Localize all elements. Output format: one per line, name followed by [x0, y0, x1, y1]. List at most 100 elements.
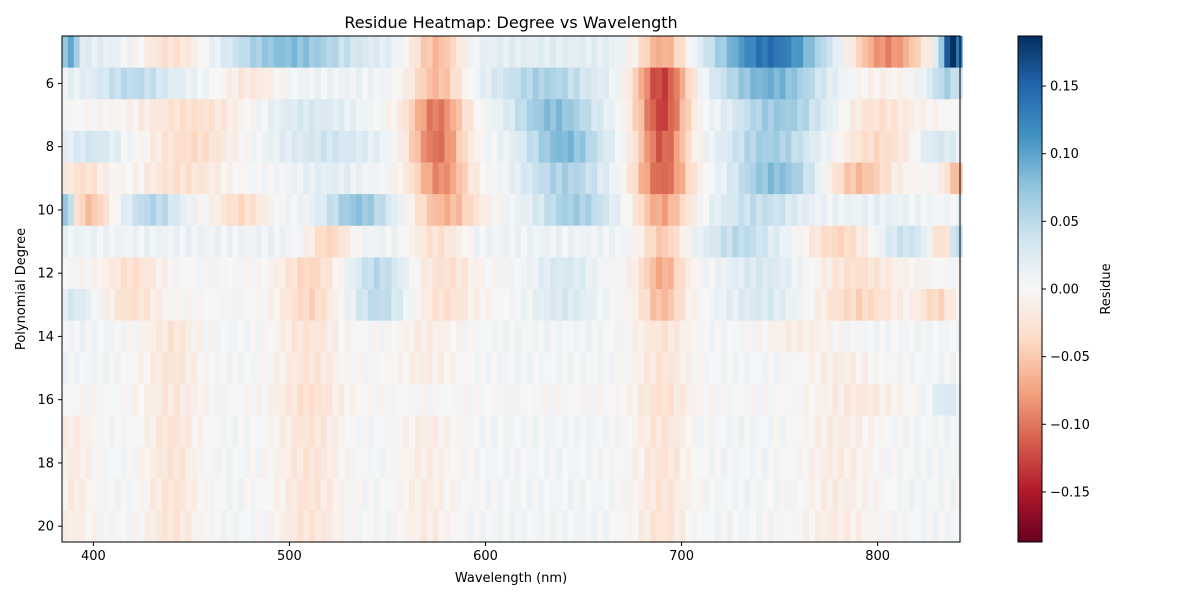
heatmap-cell — [91, 289, 98, 322]
heatmap-cell — [526, 510, 534, 543]
heatmap-cell — [603, 36, 610, 69]
heatmap-cell — [473, 225, 481, 258]
heatmap-cell — [838, 352, 845, 385]
heatmap-cell — [179, 162, 187, 195]
heatmap-cell — [438, 36, 445, 69]
heatmap-cell — [338, 225, 345, 258]
heatmap-cell — [303, 257, 310, 290]
heatmap-cell — [861, 194, 869, 227]
heatmap-cell — [814, 320, 822, 353]
heatmap-cell — [514, 162, 522, 195]
heatmap-cell — [756, 383, 763, 417]
heatmap-cell — [844, 478, 851, 511]
heatmap-cell — [879, 383, 887, 417]
heatmap-cell — [550, 162, 557, 195]
heatmap-cell — [456, 257, 463, 290]
heatmap-cell — [691, 415, 698, 448]
heatmap-cell — [503, 99, 510, 132]
heatmap-cell — [926, 478, 934, 511]
heatmap-cell — [432, 130, 440, 164]
heatmap-cell — [150, 447, 157, 480]
heatmap-cell — [203, 162, 210, 195]
heatmap-cell — [238, 225, 245, 258]
heatmap-cell — [867, 194, 875, 227]
heatmap-cell — [844, 162, 851, 195]
x-axis-ticks: 400 500 600 700 800 — [81, 542, 890, 564]
heatmap-cell — [173, 289, 181, 322]
heatmap-cell — [91, 352, 98, 385]
heatmap-cell — [703, 383, 710, 417]
heatmap-cell — [197, 36, 204, 69]
heatmap-cell — [750, 415, 757, 448]
heatmap-cell — [156, 67, 163, 100]
heatmap-cell — [179, 67, 187, 100]
heatmap-cell — [814, 99, 822, 132]
heatmap-cell — [256, 99, 263, 132]
heatmap-cell — [156, 415, 163, 448]
heatmap-cell — [91, 225, 98, 258]
heatmap-cell — [720, 99, 728, 132]
heatmap-cell — [779, 194, 787, 227]
heatmap-cell — [573, 257, 581, 290]
heatmap-cell — [62, 130, 69, 164]
heatmap-cell — [867, 162, 875, 195]
heatmap-cell — [197, 257, 204, 290]
heatmap-cell — [944, 447, 951, 480]
heatmap-cell — [79, 289, 87, 322]
heatmap-cell — [497, 289, 504, 322]
heatmap-cell — [326, 67, 334, 100]
heatmap-cell — [250, 447, 257, 480]
heatmap-cell — [379, 478, 387, 511]
heatmap-cell — [179, 320, 187, 353]
heatmap-cell — [62, 162, 69, 195]
heatmap-cell — [485, 415, 492, 448]
heatmap-cell — [479, 352, 487, 385]
heatmap-cell — [785, 162, 792, 195]
heatmap-cell — [567, 194, 575, 227]
heatmap-cell — [720, 130, 728, 164]
heatmap-cell — [326, 510, 334, 543]
heatmap-cell — [609, 320, 616, 353]
heatmap-cell — [150, 257, 157, 290]
heatmap-cell — [361, 257, 369, 290]
heatmap-cell — [391, 99, 398, 132]
heatmap-cell — [491, 194, 498, 227]
heatmap-cell — [679, 510, 687, 543]
heatmap-cell — [844, 194, 851, 227]
heatmap-cell — [885, 99, 892, 132]
heatmap-cell — [214, 99, 222, 132]
heatmap-cell — [514, 383, 522, 417]
heatmap-cell — [879, 36, 887, 69]
heatmap-cell — [861, 383, 869, 417]
heatmap-cell — [720, 162, 728, 195]
heatmap-cell — [756, 162, 763, 195]
x-tick-label: 700 — [669, 549, 694, 564]
heatmap-cell — [573, 99, 581, 132]
heatmap-cell — [356, 99, 363, 132]
heatmap-cell — [379, 289, 387, 322]
heatmap-cell — [779, 320, 787, 353]
heatmap-cell — [420, 225, 428, 258]
heatmap-cell — [303, 225, 310, 258]
heatmap-cell — [303, 162, 310, 195]
heatmap-cell — [120, 67, 128, 100]
heatmap-cell — [503, 352, 510, 385]
heatmap-cell — [738, 383, 745, 417]
heatmap-cell — [626, 225, 634, 258]
heatmap-cell — [573, 289, 581, 322]
heatmap-cell — [497, 510, 504, 543]
heatmap-cell — [867, 36, 875, 69]
heatmap-cell — [703, 447, 710, 480]
heatmap-cell — [732, 383, 740, 417]
heatmap-cell — [573, 194, 581, 227]
heatmap-cell — [585, 289, 592, 322]
heatmap-cell — [109, 352, 116, 385]
heatmap-cell — [561, 510, 569, 543]
heatmap-cell — [750, 320, 757, 353]
heatmap-cell — [320, 36, 328, 69]
heatmap-cell — [944, 257, 951, 290]
heatmap-cell — [926, 257, 934, 290]
heatmap-cell — [626, 510, 634, 543]
heatmap-cell — [932, 510, 940, 543]
heatmap-cell — [197, 320, 204, 353]
